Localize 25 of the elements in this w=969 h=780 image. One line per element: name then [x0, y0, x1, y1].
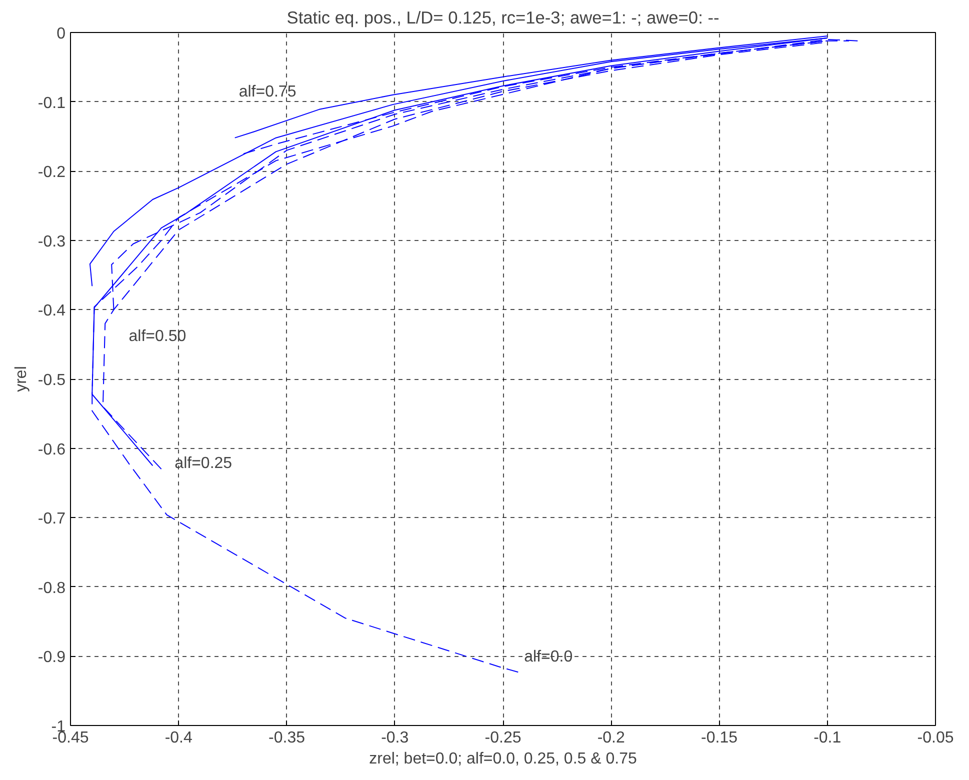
- y-tick-label: -0.5: [38, 372, 66, 389]
- x-axis-title: zrel; bet=0.0; alf=0.0, 0.25, 0.5 & 0.75: [369, 750, 637, 768]
- x-tick-label: -0.05: [917, 730, 954, 746]
- y-tick-label: -0.7: [38, 510, 66, 528]
- y-axis-title: yrel: [12, 366, 30, 392]
- annotation: alf=0.50: [128, 328, 186, 346]
- x-tick-label: -0.25: [484, 730, 522, 746]
- y-tick-label: -0.3: [38, 233, 66, 250]
- y-tick-label: 0: [56, 26, 66, 42]
- y-tick-label: -0.9: [38, 649, 66, 666]
- y-tick-label: -0.4: [38, 302, 66, 320]
- x-tick-label: -0.15: [701, 730, 738, 746]
- annotation: alf=0.75: [238, 83, 296, 100]
- y-tick-label: -0.6: [38, 441, 66, 458]
- x-tick-label: -0.4: [164, 730, 193, 746]
- y-tick-label: -0.1: [38, 94, 66, 112]
- chart-title: Static eq. pos., L/D= 0.125, rc=1e-3; awe=1: -; awe=0: --: [286, 8, 720, 28]
- y-tick-label: -0.2: [38, 164, 66, 182]
- x-tick-label: -0.1: [814, 730, 842, 746]
- annotation: alf=0.0: [524, 648, 573, 666]
- annotation: alf=0.25: [174, 455, 232, 472]
- y-tick-label: -0.8: [38, 580, 66, 597]
- x-tick-label: -0.3: [381, 730, 409, 746]
- x-tick-label: -0.2: [597, 730, 626, 746]
- x-tick-label: -0.35: [268, 730, 306, 746]
